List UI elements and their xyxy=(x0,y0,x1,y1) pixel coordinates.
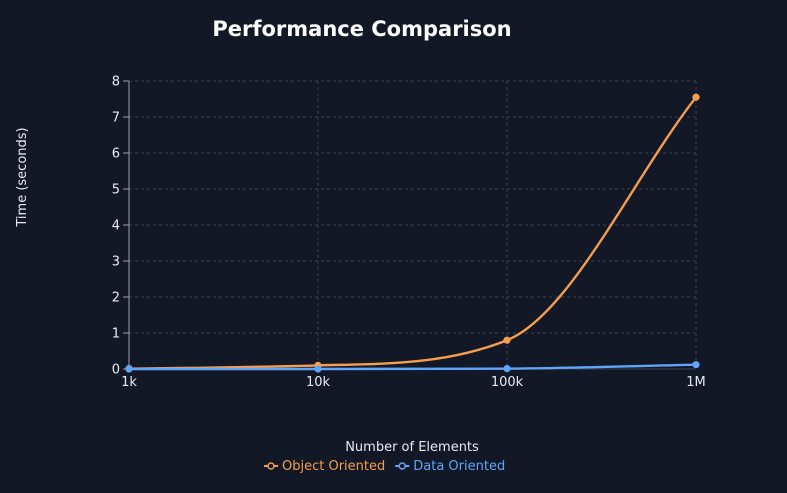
x-tick-label: 10k xyxy=(306,375,331,390)
x-axis-title: Number of Elements xyxy=(345,440,479,455)
x-tick-label: 1k xyxy=(121,375,137,390)
series-group xyxy=(125,93,700,373)
series-object-oriented xyxy=(125,93,700,373)
y-tick-label: 6 xyxy=(112,147,120,162)
y-tick-label: 3 xyxy=(112,255,120,270)
legend-item-object-oriented[interactable]: Object Oriented xyxy=(264,459,385,474)
legend-item-data-oriented[interactable]: Data Oriented xyxy=(395,459,505,474)
y-tick-label: 7 xyxy=(112,111,120,126)
data-point-data-oriented[interactable] xyxy=(125,365,133,373)
legend[interactable]: Object Oriented Data Oriented xyxy=(264,459,505,474)
y-tick-label: 2 xyxy=(112,291,120,306)
data-point-data-oriented[interactable] xyxy=(692,361,700,369)
series-line-data-oriented xyxy=(129,363,697,371)
y-axis-title: Time (seconds) xyxy=(15,127,30,227)
x-axis-ticks: 1k 10k 100k 1M xyxy=(121,375,706,390)
x-tick-label: 1M xyxy=(686,375,706,390)
y-axis-ticks: 0 1 2 3 4 5 6 7 8 xyxy=(112,75,129,378)
legend-swatch-marker xyxy=(398,462,406,470)
data-point-data-oriented[interactable] xyxy=(314,365,322,373)
series-line-object-oriented xyxy=(128,96,697,370)
y-tick-label: 4 xyxy=(112,219,120,234)
x-tick-label: 100k xyxy=(491,375,524,390)
data-point-object-oriented[interactable] xyxy=(692,93,700,101)
grid xyxy=(128,80,697,370)
legend-swatch-marker xyxy=(267,462,275,470)
chart-title: Performance Comparison xyxy=(212,17,511,41)
y-tick-label: 1 xyxy=(112,327,120,342)
series-data-oriented xyxy=(125,361,700,373)
y-tick-label: 5 xyxy=(112,183,120,198)
y-tick-label: 0 xyxy=(112,363,120,378)
data-point-data-oriented[interactable] xyxy=(503,365,511,373)
y-tick-label: 8 xyxy=(112,75,120,90)
data-point-object-oriented[interactable] xyxy=(503,336,511,344)
legend-label: Object Oriented xyxy=(282,459,385,474)
legend-label: Data Oriented xyxy=(413,459,505,474)
